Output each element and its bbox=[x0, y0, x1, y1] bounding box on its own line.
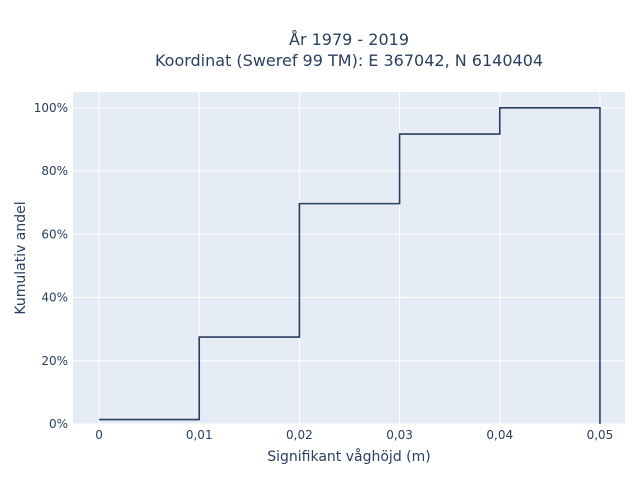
y-tick-label: 40% bbox=[41, 291, 68, 305]
y-tick-label: 0% bbox=[49, 417, 68, 431]
x-tick-label: 0,04 bbox=[486, 428, 513, 442]
x-tick-label: 0,01 bbox=[186, 428, 213, 442]
x-tick-label: 0 bbox=[95, 428, 103, 442]
x-tick-label: 0,02 bbox=[286, 428, 313, 442]
y-tick-label: 80% bbox=[41, 164, 68, 178]
y-tick-label: 100% bbox=[34, 101, 68, 115]
x-tick-label: 0,03 bbox=[386, 428, 413, 442]
chart-subtitle: Koordinat (Sweref 99 TM): E 367042, N 61… bbox=[155, 51, 543, 70]
y-tick-label: 60% bbox=[41, 227, 68, 241]
plot-area bbox=[73, 92, 625, 424]
tick-labels: 0 0,01 0,02 0,03 0,04 0,05 0% 20% 40% 60% 80% 100% bbox=[34, 101, 614, 442]
chart-title: År 1979 - 2019 bbox=[289, 30, 409, 49]
y-axis-title: Kumulativ andel bbox=[13, 201, 29, 314]
y-tick-label: 20% bbox=[41, 354, 68, 368]
x-axis-title: Signifikant våghöjd (m) bbox=[267, 448, 430, 465]
cumulative-step-line bbox=[99, 107, 601, 424]
x-tick-label: 0,05 bbox=[587, 428, 614, 442]
